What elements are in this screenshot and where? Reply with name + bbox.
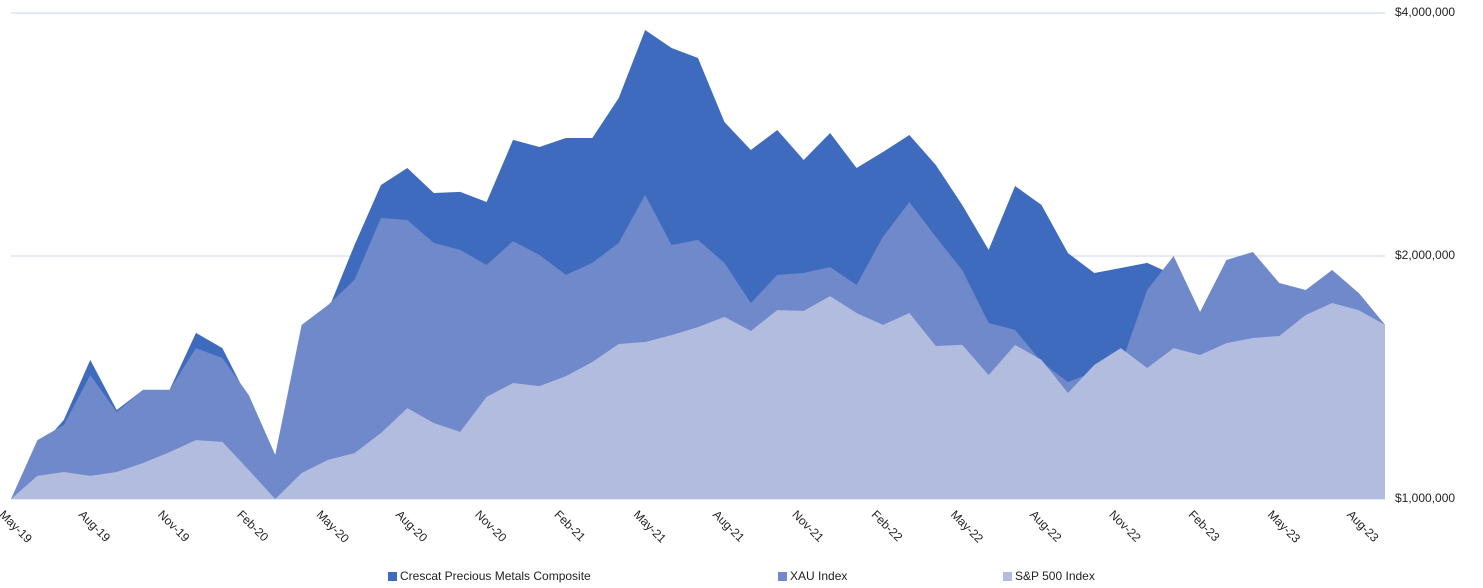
- x-tick-label: Nov-22: [1106, 507, 1143, 544]
- y-tick-label: $1,000,000: [1395, 491, 1455, 505]
- area: [11, 296, 1385, 499]
- x-tick-label: May-23: [1265, 507, 1303, 545]
- x-tick-label: Nov-20: [472, 507, 509, 544]
- x-tick-label: Aug-19: [76, 507, 113, 544]
- x-tick-label: Feb-23: [1186, 507, 1223, 544]
- x-tick-label: Aug-20: [393, 507, 430, 544]
- x-tick-label: Feb-21: [552, 507, 589, 544]
- legend-label: XAU Index: [790, 569, 847, 583]
- x-tick-label: May-19: [0, 507, 35, 545]
- x-tick-label: Aug-22: [1027, 507, 1064, 544]
- x-tick-label: Nov-19: [155, 507, 192, 544]
- y-tick-label: $2,000,000: [1395, 248, 1455, 262]
- x-tick-label: Aug-21: [710, 507, 747, 544]
- legend-swatch: [1003, 572, 1012, 581]
- legend-swatch: [778, 572, 787, 581]
- x-tick-label: Nov-21: [789, 507, 826, 544]
- x-tick-label: May-21: [631, 507, 669, 545]
- x-tick-label: May-20: [314, 507, 352, 545]
- x-tick-label: Aug-23: [1344, 507, 1381, 544]
- x-tick-label: Feb-22: [869, 507, 906, 544]
- legend-label: S&P 500 Index: [1015, 569, 1095, 583]
- x-tick-label: May-22: [948, 507, 986, 545]
- x-tick-label: Feb-20: [234, 507, 271, 544]
- y-tick-label: $4,000,000: [1395, 5, 1455, 19]
- legend-swatch: [388, 572, 397, 581]
- legend-label: Crescat Precious Metals Composite: [400, 569, 591, 583]
